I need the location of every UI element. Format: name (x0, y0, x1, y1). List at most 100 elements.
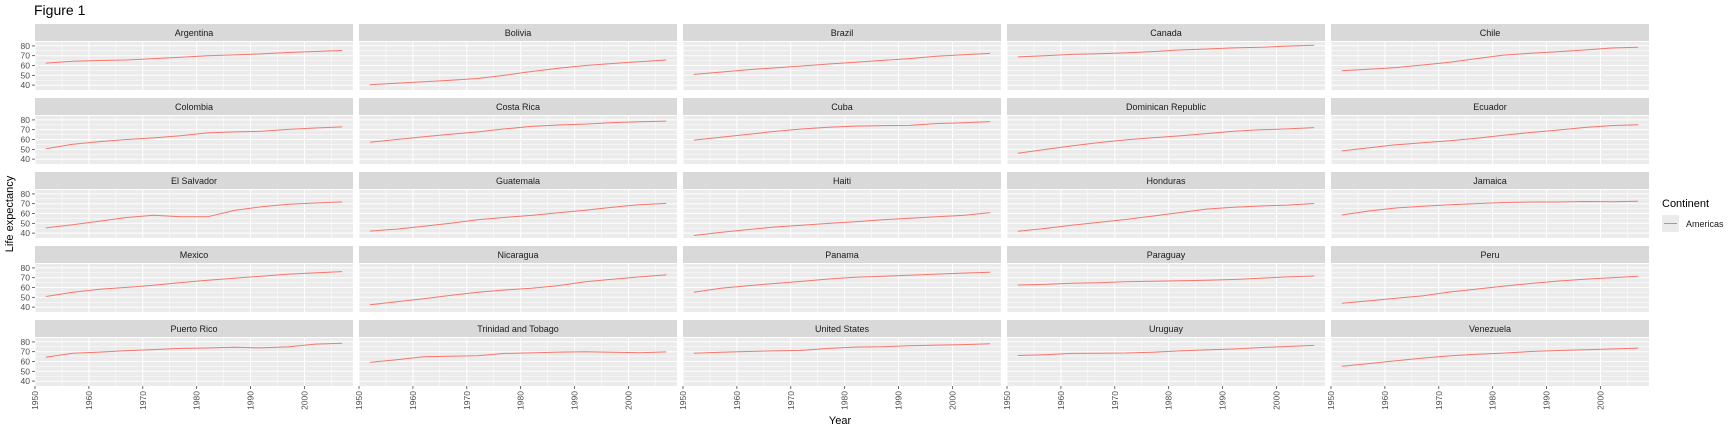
facet-strip-label: Canada (1150, 28, 1182, 38)
y-tick-label: 80 (21, 115, 31, 125)
facet-strip-label: Puerto Rico (170, 324, 217, 334)
facet-strip (683, 172, 1001, 189)
series-line (45, 50, 343, 64)
series-line (1017, 344, 1315, 356)
facet-strip (1007, 246, 1325, 263)
series-line (1017, 203, 1315, 232)
x-tick-label: 2000 (1595, 391, 1605, 410)
x-tick-label: 1990 (570, 391, 580, 410)
facet-strip-label: Trinidad and Tobago (477, 324, 559, 334)
series-line (1341, 275, 1639, 304)
series-line (693, 271, 991, 293)
facet-strip (35, 98, 353, 115)
x-tick-label: 1990 (246, 391, 256, 410)
x-tick-label: 1990 (1218, 391, 1228, 410)
facet-strip (35, 172, 353, 189)
series-line (693, 52, 991, 75)
series-line (369, 274, 667, 306)
facet-strip-label: Brazil (831, 28, 854, 38)
series-line (693, 212, 991, 236)
x-tick-label: 1970 (462, 391, 472, 410)
x-tick-label: 1960 (732, 391, 742, 410)
series-line (1017, 44, 1315, 58)
y-tick-label: 40 (21, 302, 31, 312)
facet-haiti: Haiti (682, 172, 1001, 238)
facet-strip (359, 246, 677, 263)
y-tick-label: 70 (21, 273, 31, 283)
facet-strip (1331, 24, 1649, 41)
x-tick-label: 1960 (1056, 391, 1066, 410)
y-tick-label: 80 (21, 263, 31, 273)
x-tick-label: 2000 (947, 391, 957, 410)
series-line (1341, 46, 1639, 72)
series-line (369, 202, 667, 232)
facet-strip-label: Nicaragua (497, 250, 538, 260)
facet-strip (1331, 172, 1649, 189)
x-tick-label: 1960 (84, 391, 94, 410)
x-tick-label: 1950 (354, 391, 364, 410)
facet-strip-label: Chile (1480, 28, 1501, 38)
series-line (693, 121, 991, 141)
facet-uruguay: Uruguay 1950 1960 1970 1980 1990 2000 (1002, 320, 1325, 410)
series-line (45, 271, 343, 297)
series-line (369, 351, 667, 363)
figure-title: Figure 1 (34, 2, 86, 18)
series-line (45, 201, 343, 229)
y-tick-label: 40 (21, 80, 31, 90)
facet-strip (683, 98, 1001, 115)
facet-strip-label: Guatemala (496, 176, 540, 186)
facet-strip-label: United States (815, 324, 870, 334)
y-tick-label: 80 (21, 337, 31, 347)
facet-panama: Panama (682, 246, 1001, 312)
y-tick-label: 60 (21, 135, 31, 145)
facet-strip-label: Jamaica (1473, 176, 1507, 186)
y-tick-label: 80 (21, 41, 31, 51)
facet-strip (1331, 98, 1649, 115)
x-tick-label: 1950 (30, 391, 40, 410)
legend-entry-label: Americas (1686, 219, 1724, 229)
facet-strip (359, 98, 677, 115)
facet-strip-label: Ecuador (1473, 102, 1507, 112)
series-line (1341, 347, 1639, 367)
facet-strip-label: Venezuela (1469, 324, 1511, 334)
y-axis-label: Life expectancy (4, 175, 16, 252)
facet-strip-label: Dominican Republic (1126, 102, 1207, 112)
facet-ecuador: Ecuador (1330, 98, 1649, 164)
facet-strip (1007, 98, 1325, 115)
facet-strip-label: Bolivia (505, 28, 532, 38)
x-tick-label: 1960 (408, 391, 418, 410)
facet-strip-label: Costa Rica (496, 102, 540, 112)
facet-united-states: United States 1950 1960 1970 1980 1990 2000 (678, 320, 1001, 410)
facet-strip-label: Paraguay (1147, 250, 1186, 260)
x-axis-label: Year (829, 415, 852, 427)
facet-strip (683, 320, 1001, 337)
x-tick-label: 1950 (1002, 391, 1012, 410)
facet-strip (35, 24, 353, 41)
facet-strip-label: Uruguay (1149, 324, 1184, 334)
facet-strip (1007, 172, 1325, 189)
facet-strip-label: El Salvador (171, 176, 217, 186)
facet-strip (683, 24, 1001, 41)
facet-brazil: Brazil (682, 24, 1001, 90)
series-line (369, 120, 667, 143)
facet-bolivia: Bolivia (358, 24, 677, 90)
facet-paraguay: Paraguay (1006, 246, 1325, 312)
x-tick-label: 1980 (192, 391, 202, 410)
y-tick-label: 40 (21, 376, 31, 386)
x-tick-label: 1990 (894, 391, 904, 410)
series-line (1341, 200, 1639, 216)
facet-cuba: Cuba (682, 98, 1001, 164)
y-tick-label: 50 (21, 218, 31, 228)
x-tick-label: 1980 (1164, 391, 1174, 410)
y-tick-label: 50 (21, 292, 31, 302)
x-tick-label: 1970 (786, 391, 796, 410)
facet-strip (359, 320, 677, 337)
facet-strip (683, 246, 1001, 263)
x-tick-label: 1950 (678, 391, 688, 410)
series-line (1341, 124, 1639, 152)
